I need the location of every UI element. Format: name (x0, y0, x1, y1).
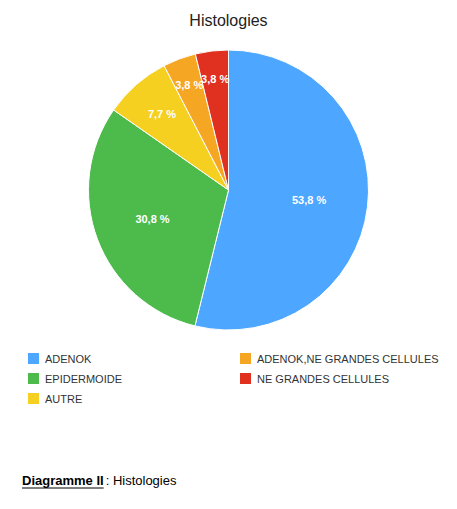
legend-swatch (28, 373, 39, 384)
legend-label: EPIDERMOIDE (45, 373, 122, 385)
caption-text: : Histologies (106, 473, 177, 488)
data-label: 53,8 % (292, 194, 326, 206)
legend-label: ADENOK (45, 353, 92, 365)
chart-svg: Histologies 53,8 % 30,8 % 7,7 % 3,8 %3,8 % AD… (0, 0, 457, 509)
caption-bold: Diagramme II (22, 473, 104, 488)
data-label: 3,8 % (201, 73, 229, 85)
legend-label: AUTRE (45, 393, 82, 405)
caption: Diagramme II: Histologies (22, 473, 177, 488)
legend-label: ADENOK,NE GRANDES CELLULES (257, 353, 439, 365)
data-label: 7,7 % (148, 108, 176, 120)
legend: ADENOK EPIDERMOIDE AUTRE ADENOK,NE GRANDES … (28, 353, 439, 405)
legend-swatch (28, 353, 39, 364)
legend-swatch (28, 393, 39, 404)
pie-slices (88, 50, 368, 330)
chart-container: Histologies 53,8 % 30,8 % 7,7 % 3,8 %3,8 % AD… (0, 0, 457, 509)
pie-labels: 53,8 % 30,8 % 7,7 % 3,8 %3,8 % (135, 73, 326, 225)
data-label: 30,8 % (135, 213, 169, 225)
legend-swatch (240, 373, 251, 384)
pie-slice (195, 50, 228, 190)
chart-title: Histologies (189, 12, 267, 29)
legend-label: NE GRANDES CELLULES (257, 373, 389, 385)
data-label: 3,8 % (175, 79, 203, 91)
caption-underline (22, 488, 104, 489)
legend-swatch (240, 353, 251, 364)
